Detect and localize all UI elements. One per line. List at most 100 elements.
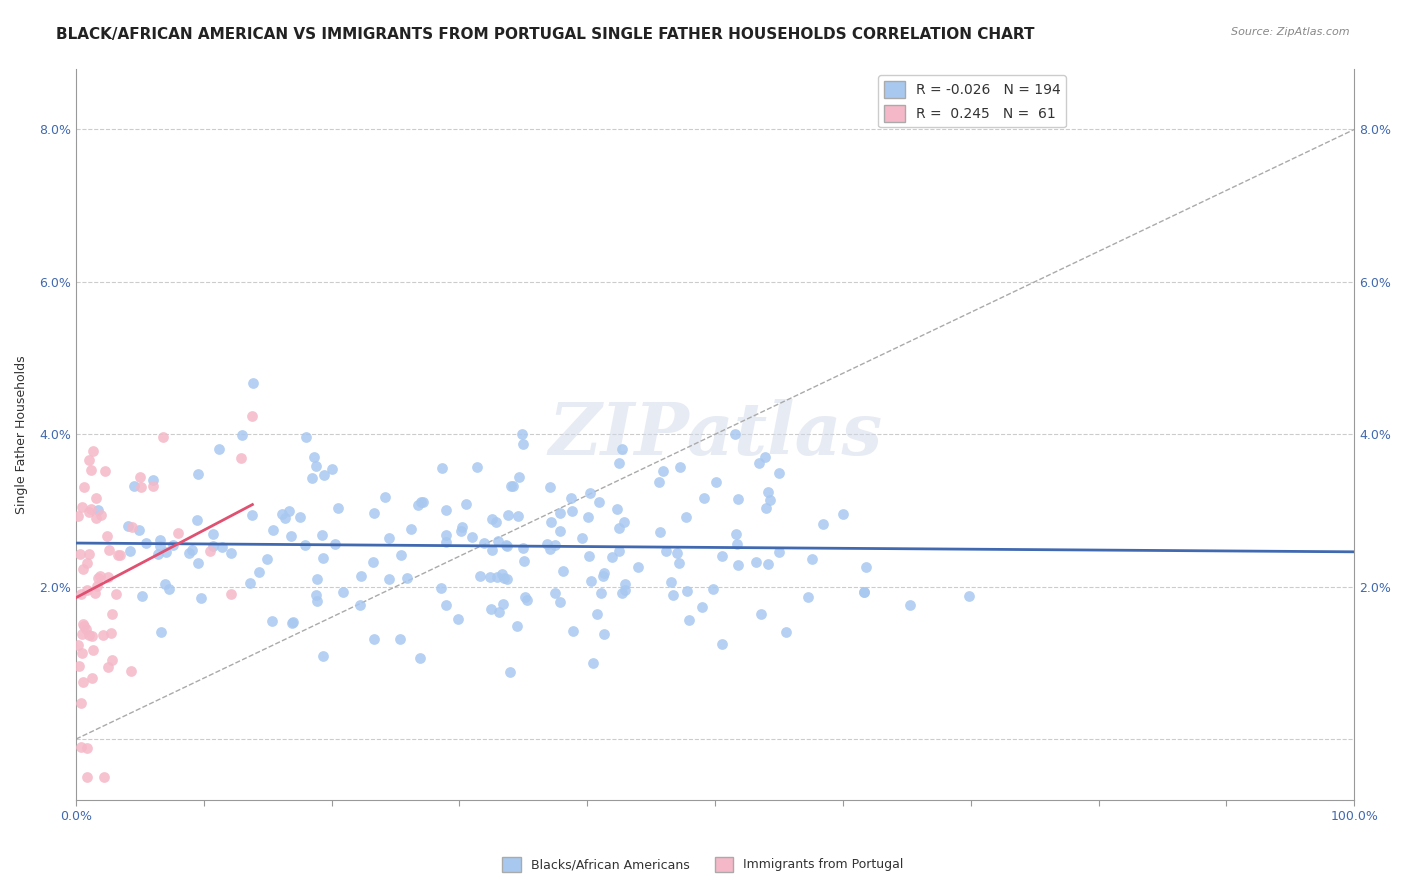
Point bbox=[661, 588, 683, 602]
Point bbox=[202, 539, 225, 553]
Point bbox=[179, 545, 201, 559]
Point bbox=[454, 498, 477, 512]
Point bbox=[66, 638, 89, 652]
Point bbox=[274, 511, 297, 525]
Point bbox=[540, 515, 562, 529]
Point bbox=[485, 515, 508, 529]
Point bbox=[561, 504, 583, 518]
Point bbox=[290, 509, 312, 524]
Point bbox=[84, 586, 107, 600]
Point bbox=[117, 518, 139, 533]
Point bbox=[69, 547, 91, 561]
Point bbox=[124, 479, 146, 493]
Point bbox=[332, 584, 354, 599]
Point bbox=[706, 475, 728, 489]
Point bbox=[727, 491, 749, 506]
Point bbox=[727, 558, 749, 572]
Point bbox=[467, 460, 489, 475]
Point bbox=[495, 538, 517, 552]
Point bbox=[485, 570, 508, 584]
Point bbox=[198, 544, 221, 558]
Point bbox=[86, 579, 108, 593]
Point bbox=[588, 495, 610, 509]
Point bbox=[488, 605, 510, 619]
Point bbox=[614, 577, 637, 591]
Point bbox=[229, 450, 252, 465]
Point bbox=[87, 502, 110, 516]
Point bbox=[82, 643, 104, 657]
Point bbox=[512, 437, 534, 451]
Point bbox=[121, 520, 143, 534]
Point bbox=[129, 480, 152, 494]
Point bbox=[607, 543, 630, 558]
Point bbox=[450, 524, 472, 538]
Point bbox=[613, 583, 636, 598]
Point bbox=[361, 556, 384, 570]
Point bbox=[149, 539, 172, 553]
Point bbox=[76, 741, 98, 756]
Point bbox=[745, 555, 768, 569]
Point bbox=[155, 545, 177, 559]
Point bbox=[94, 464, 117, 478]
Point bbox=[72, 617, 94, 632]
Point bbox=[548, 595, 571, 609]
Point bbox=[759, 492, 782, 507]
Point bbox=[678, 613, 700, 627]
Point bbox=[240, 508, 263, 523]
Point bbox=[665, 546, 688, 560]
Point bbox=[208, 442, 231, 456]
Point bbox=[811, 517, 834, 532]
Point bbox=[434, 598, 457, 612]
Point bbox=[271, 507, 294, 521]
Point bbox=[312, 649, 335, 664]
Point bbox=[128, 470, 150, 484]
Point bbox=[957, 589, 980, 603]
Point bbox=[76, 556, 98, 570]
Point bbox=[149, 533, 172, 547]
Point bbox=[363, 632, 385, 646]
Point bbox=[326, 500, 349, 515]
Point bbox=[516, 592, 538, 607]
Point bbox=[311, 528, 333, 542]
Point bbox=[89, 569, 111, 583]
Point bbox=[98, 542, 121, 557]
Point bbox=[162, 538, 184, 552]
Point bbox=[561, 624, 583, 638]
Point bbox=[82, 444, 104, 458]
Point bbox=[72, 562, 94, 576]
Point bbox=[86, 571, 108, 585]
Point bbox=[378, 531, 401, 545]
Point bbox=[77, 453, 100, 467]
Point bbox=[508, 469, 530, 483]
Point bbox=[661, 574, 683, 589]
Point bbox=[579, 574, 602, 588]
Point bbox=[693, 491, 716, 505]
Point bbox=[374, 490, 396, 504]
Point bbox=[796, 590, 818, 604]
Point bbox=[80, 629, 103, 643]
Point bbox=[756, 557, 779, 571]
Point bbox=[675, 510, 697, 524]
Y-axis label: Single Father Households: Single Father Households bbox=[15, 355, 28, 514]
Point bbox=[668, 556, 690, 570]
Point bbox=[754, 450, 776, 464]
Point bbox=[748, 456, 770, 470]
Point bbox=[607, 520, 630, 534]
Point bbox=[260, 614, 283, 628]
Point bbox=[412, 494, 434, 508]
Point bbox=[72, 675, 94, 690]
Point bbox=[612, 442, 634, 457]
Point bbox=[898, 598, 921, 612]
Point bbox=[627, 559, 650, 574]
Point bbox=[610, 586, 633, 600]
Point bbox=[239, 576, 262, 591]
Point bbox=[491, 597, 513, 611]
Point bbox=[725, 526, 748, 541]
Point bbox=[579, 486, 602, 500]
Point bbox=[211, 541, 233, 555]
Point bbox=[396, 571, 419, 585]
Point bbox=[399, 522, 422, 536]
Point bbox=[131, 590, 153, 604]
Point bbox=[93, 770, 115, 784]
Point bbox=[349, 599, 371, 613]
